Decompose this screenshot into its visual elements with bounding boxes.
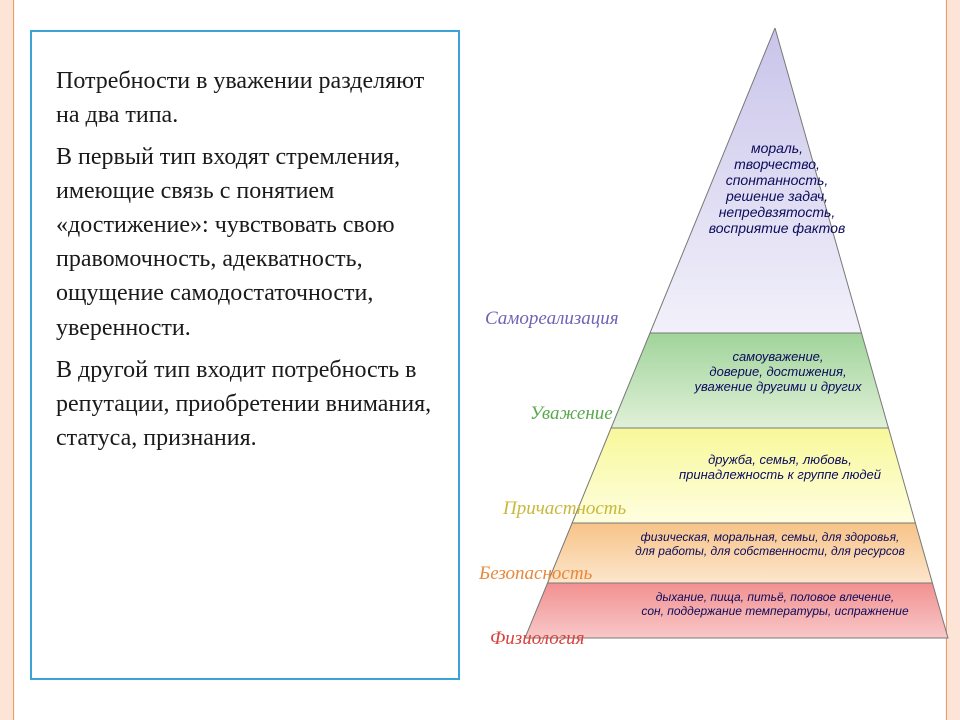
level-content-self-actualization: мораль,творчество,спонтанность,решение з… [702,140,852,237]
level-label-belonging: Причастность [503,498,626,520]
level-content-physiology: дыхание, пища, питьё, половое влечение,с… [610,591,940,619]
text-panel: Потребности в уважении разделяют на два … [30,30,460,680]
level-label-safety: Безопасность [479,563,592,585]
page-left-border [0,0,14,720]
level-content-safety: физическая, моральная, семьи, для здоров… [620,531,920,559]
pyramid-diagram: Самореализация мораль,творчество,спонтанн… [470,28,950,688]
level-label-self-actualization: Самореализация [485,308,619,330]
paragraph-1: Потребности в уважении разделяют на два … [56,64,434,132]
level-label-physiology: Физиология [490,628,584,650]
paragraph-3: В другой тип входит потребность в репута… [56,353,434,455]
level-content-belonging: дружба, семья, любовь,принадлежность к г… [660,453,900,483]
level-label-esteem: Уважение [530,403,613,425]
paragraph-2: В первый тип входят стремления, имеющие … [56,140,434,344]
level-content-esteem: самоуважение,доверие, достижения,уважени… [678,350,878,395]
